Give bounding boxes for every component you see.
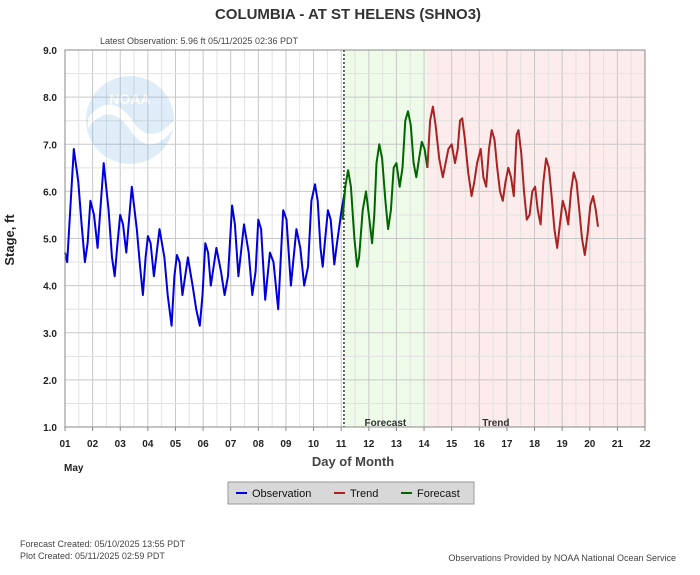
x-tick-label: 15	[446, 439, 458, 450]
series-line-trend	[426, 105, 599, 256]
latest-observation-text: Latest Observation: 5.96 ft 05/11/2025 0…	[100, 36, 298, 46]
x-tick-label: 06	[198, 439, 210, 450]
x-tick-label: 14	[418, 439, 430, 450]
legend-label-forecast: Forecast	[417, 488, 460, 500]
x-tick-label: 18	[529, 439, 541, 450]
x-tick-label: 10	[308, 439, 320, 450]
series-line-forecast	[341, 110, 429, 268]
x-tick-label: 09	[280, 439, 292, 450]
y-tick-label: 8.0	[43, 93, 57, 104]
x-tick-label: 07	[225, 439, 237, 450]
y-tick-label: 3.0	[43, 329, 57, 340]
y-tick-label: 1.0	[43, 423, 57, 434]
x-tick-label: 17	[501, 439, 513, 450]
x-tick-label: 08	[253, 439, 265, 450]
x-tick-label: 16	[474, 439, 486, 450]
series-layer	[64, 105, 599, 327]
x-tick-label: 12	[363, 439, 375, 450]
legend-label-trend: Trend	[350, 488, 378, 500]
provider-note: Observations Provided by NOAA National O…	[448, 553, 676, 563]
x-tick-label: 21	[612, 439, 624, 450]
plot-created-text: Plot Created: 05/11/2025 02:59 PDT	[20, 551, 165, 561]
x-tick-label: 22	[639, 439, 651, 450]
plot-frame	[64, 49, 646, 428]
x-tick-label: 13	[391, 439, 403, 450]
y-tick-label: 4.0	[43, 282, 57, 293]
forecast-created-text: Forecast Created: 05/10/2025 13:55 PDT	[20, 539, 186, 549]
x-tick-label: 01	[59, 439, 71, 450]
y-tick-label: 5.0	[43, 235, 57, 246]
y-tick-label: 7.0	[43, 140, 57, 151]
month-label: May	[64, 463, 84, 474]
x-tick-label: 03	[115, 439, 127, 450]
x-tick-label: 04	[142, 439, 154, 450]
legend-items: Observation Trend Forecast	[236, 488, 460, 500]
series-line-observation	[64, 148, 346, 327]
legend-box	[227, 481, 475, 505]
x-tick-label: 20	[584, 439, 596, 450]
x-axis-label: Day of Month	[312, 454, 394, 469]
noaa-logo-watermark: NOAA	[86, 76, 174, 164]
y-tick-label: 2.0	[43, 376, 57, 387]
x-tick-label: 02	[87, 439, 99, 450]
x-axis-ticks: 01 02 03 04 05 06 07 08 09 10 11 12 13 14 15 16 17 18 19 20…	[59, 427, 651, 450]
region-labels: Forecast Trend	[365, 418, 510, 429]
y-tick-label: 9.0	[43, 46, 57, 57]
region-forecast-label: Forecast	[365, 418, 407, 429]
y-axis-ticks: 1.0 2.0 3.0 4.0 5.0 6.0 7.0 8.0 9.0	[43, 46, 57, 434]
y-axis-label: Stage, ft	[2, 214, 17, 266]
region-trend-label: Trend	[482, 418, 509, 429]
x-tick-label: 19	[557, 439, 569, 450]
chart-title: COLUMBIA - AT ST HELENS (SHNO3)	[215, 6, 481, 23]
noaa-logo-text: NOAA	[109, 91, 150, 107]
x-tick-label: 05	[170, 439, 182, 450]
x-tick-label: 11	[336, 439, 347, 450]
legend: Observation Trend Forecast	[227, 481, 475, 505]
y-tick-label: 6.0	[43, 187, 57, 198]
legend-label-observation: Observation	[252, 488, 311, 500]
